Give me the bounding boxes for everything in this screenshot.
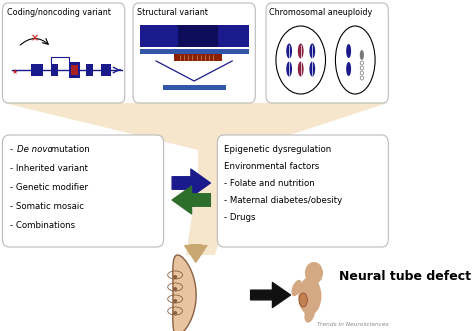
Ellipse shape [305,262,323,284]
Ellipse shape [310,62,315,76]
Text: ★: ★ [12,69,18,75]
Ellipse shape [336,26,375,94]
Text: Neural tube defect: Neural tube defect [339,270,471,283]
Ellipse shape [286,62,292,76]
Text: Epigenetic dysregulation: Epigenetic dysregulation [224,145,331,154]
Text: De novo: De novo [17,145,52,154]
Ellipse shape [173,275,177,279]
Polygon shape [186,175,244,255]
Ellipse shape [298,43,304,59]
FancyBboxPatch shape [266,3,388,103]
Bar [71,65,78,75]
Text: - Maternal diabetes/obesity: - Maternal diabetes/obesity [224,196,342,205]
Ellipse shape [346,62,351,76]
Text: Chromosomal aneuploidy: Chromosomal aneuploidy [268,8,372,17]
Ellipse shape [298,277,321,315]
FancyBboxPatch shape [133,3,255,103]
Bar [31,64,43,76]
Text: Coding/noncoding variant: Coding/noncoding variant [7,8,110,17]
Ellipse shape [299,293,307,307]
Bar [140,49,249,54]
Text: - Combinations: - Combinations [10,221,75,230]
Text: mutation: mutation [48,145,90,154]
FancyBboxPatch shape [2,3,125,103]
Text: Trends in Neurosciences: Trends in Neurosciences [317,322,388,327]
Ellipse shape [173,287,177,291]
Ellipse shape [286,43,292,59]
Bar [178,25,218,47]
Ellipse shape [173,311,177,315]
Bar [51,64,58,76]
Text: - Inherited variant: - Inherited variant [10,164,88,173]
Ellipse shape [346,44,351,58]
Ellipse shape [298,62,304,76]
Ellipse shape [292,280,302,296]
Bar [69,62,80,78]
Ellipse shape [360,50,364,60]
FancyBboxPatch shape [2,135,164,247]
Ellipse shape [304,304,315,323]
Text: - Drugs: - Drugs [224,213,255,222]
Bar [163,85,226,90]
Polygon shape [173,255,196,331]
Polygon shape [198,150,244,175]
Polygon shape [4,103,387,150]
Ellipse shape [276,26,326,94]
Text: -: - [10,145,16,154]
Text: - Folate and nutrition: - Folate and nutrition [224,179,315,188]
Bar [86,64,92,76]
Ellipse shape [310,43,315,59]
Bar [140,25,249,47]
FancyBboxPatch shape [217,135,388,247]
Bar [174,54,222,61]
Text: Environmental factors: Environmental factors [224,162,319,171]
Ellipse shape [173,299,177,303]
Bar [101,64,111,76]
Text: - Genetic modifier: - Genetic modifier [10,183,88,192]
Text: ×: × [31,33,39,43]
Text: Structural variant: Structural variant [137,8,208,17]
Text: - Somatic mosaic: - Somatic mosaic [10,202,84,211]
